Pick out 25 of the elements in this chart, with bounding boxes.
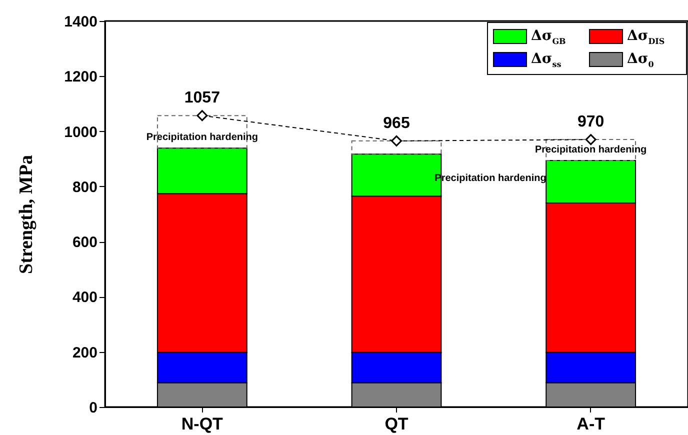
x-tick-label: N-QT (181, 414, 224, 434)
bar (351, 140, 442, 155)
y-tick-label: 1200 (64, 68, 98, 86)
point (391, 135, 402, 146)
y-tick-label: 200 (72, 344, 98, 362)
y-tick-label: 0 (89, 400, 98, 416)
data-label: 970 (577, 114, 604, 131)
legend-label: Δσ$_{DIS}$ (627, 28, 665, 46)
y-tick-label: 400 (72, 289, 98, 306)
y-axis-title: Strength, MPa (16, 154, 38, 274)
annotation: Precipitation hardening (146, 132, 258, 144)
point (585, 134, 596, 146)
data-label: 1057 (184, 90, 220, 107)
point (196, 110, 208, 122)
legend-label: Δσ$_{0}$ (627, 50, 654, 69)
legend-label: Δσ$_{ss}$ (531, 50, 562, 69)
y-tick-label: 800 (72, 178, 98, 196)
legend-label: Δσ$_{GB}$ (531, 28, 566, 46)
annotation: Precipitation hardening (534, 144, 647, 156)
x-tick-label: A-T (576, 414, 606, 434)
y-tick-label: 1400 (64, 14, 98, 30)
data-label: 965 (383, 114, 410, 132)
x-tick-label: QT (384, 414, 409, 434)
y-tick-label: 1000 (64, 124, 98, 141)
y-tick-label: 600 (72, 234, 98, 252)
